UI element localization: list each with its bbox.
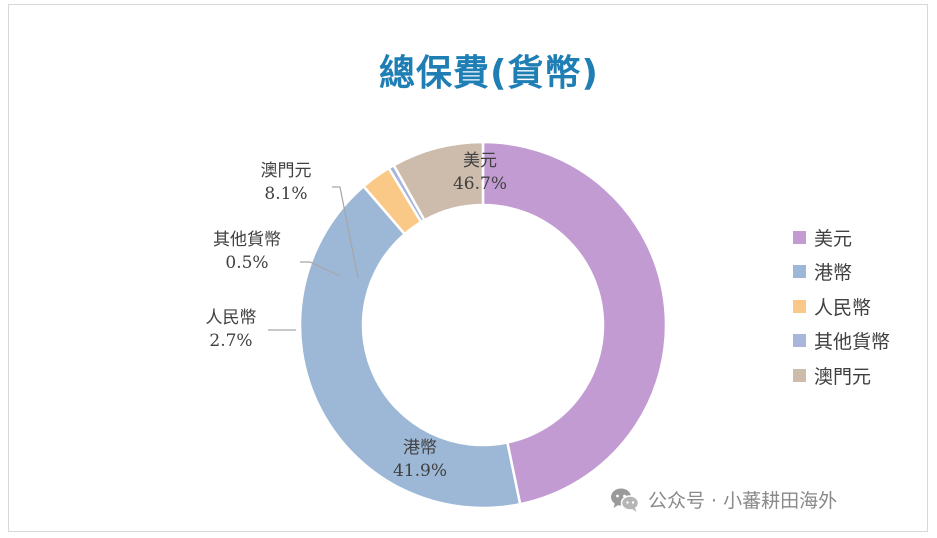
legend-item-3: 其他貨幣 [793,324,890,359]
donut-slice-0 [481,140,668,506]
donut-slice-4 [392,140,485,222]
legend-item-2: 人民幣 [793,289,890,324]
slice-value-2: 2.7% [209,331,252,351]
legend-item-0: 美元 [793,220,890,255]
legend-label-4: 澳門元 [814,365,872,388]
donut-slice-1 [298,184,522,510]
slice-label-4: 澳門元 [261,161,312,181]
slice-label-0: 美元 [463,151,497,171]
slice-value-0: 46.7% [453,174,507,194]
legend-swatch-0 [793,230,806,244]
wechat-icon [611,488,640,512]
slice-value-4: 8.1% [264,184,307,204]
legend-label-3: 其他貨幣 [814,331,891,354]
slice-value-3: 0.5% [225,253,268,273]
legend-label-0: 美元 [814,227,853,250]
watermark-text: 公众号 · 小蕃耕田海外 [648,490,838,512]
legend-label-1: 港幣 [814,262,853,285]
slice-value-1: 41.9% [393,461,447,481]
slice-label-3: 其他貨幣 [213,230,281,250]
legend-swatch-3 [793,334,806,348]
leader-line-3 [300,261,341,277]
legend-item-4: 澳門元 [793,358,890,393]
legend-swatch-2 [793,299,806,313]
chart-legend: 美元港幣人民幣其他貨幣澳門元 [793,220,890,393]
legend-swatch-4 [793,368,806,382]
slice-label-1: 港幣 [403,438,437,458]
leader-line-4 [332,186,359,279]
legend-label-2: 人民幣 [814,296,872,319]
chart-title: 總保費(貨幣) [379,53,599,94]
chart-frame [8,4,928,532]
slice-label-2: 人民幣 [206,308,257,328]
legend-item-1: 港幣 [793,255,890,290]
watermark: 公众号 · 小蕃耕田海外 [610,486,837,513]
legend-swatch-1 [793,265,806,279]
